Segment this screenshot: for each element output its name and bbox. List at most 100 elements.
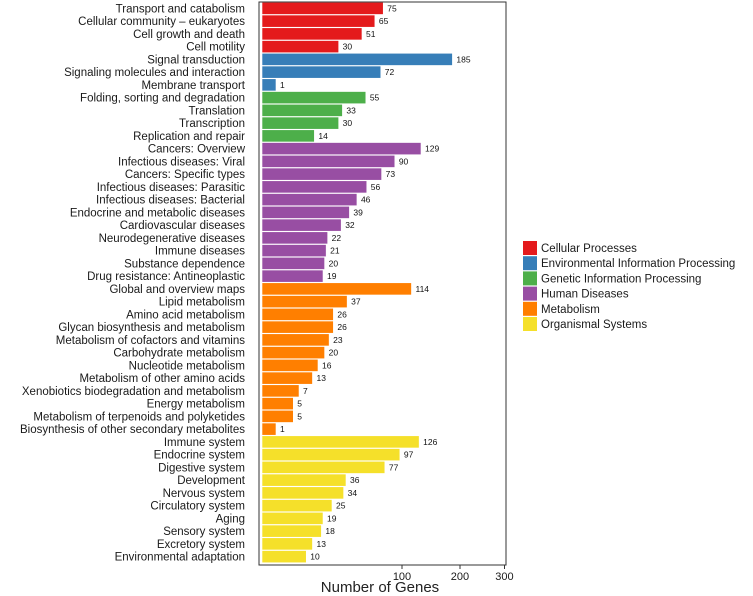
category-label-neurodegenerative-diseases: Neurodegenerative diseases: [99, 233, 246, 245]
bar-neurodegenerative-diseases: [261, 231, 328, 245]
bar-transcription: [261, 116, 339, 130]
category-label-cell-motility: Cell motility: [186, 42, 245, 54]
category-label-development: Development: [177, 475, 246, 487]
bar-cardiovascular-diseases: [261, 218, 342, 232]
bar-infectious-diseases-parasitic: [261, 180, 368, 194]
category-label-nucleotide-metabolism: Nucleotide metabolism: [129, 360, 245, 372]
category-label-global-and-overview-maps: Global and overview maps: [109, 284, 245, 296]
bar-digestive-system: [261, 460, 386, 474]
legend-label-genetic-information-processing: Genetic Information Processing: [541, 273, 701, 285]
value-label-aging: 19: [327, 513, 337, 523]
bar-xenobiotics-biodegradation-and-metabolism: [261, 384, 300, 398]
value-label-signaling-molecules-and-interaction: 72: [385, 67, 395, 77]
category-label-nervous-system: Nervous system: [163, 488, 245, 500]
category-label-transport-and-catabolism: Transport and catabolism: [116, 3, 245, 15]
bar-immune-system: [261, 435, 420, 449]
bar-aging: [261, 511, 324, 525]
value-labels: 7565513018572155333014129907356463932222…: [280, 3, 471, 561]
bar-replication-and-repair: [261, 129, 315, 143]
category-label-infectious-diseases-bacterial: Infectious diseases: Bacterial: [96, 195, 245, 207]
bar-amino-acid-metabolism: [261, 307, 334, 321]
value-label-transport-and-catabolism: 75: [387, 3, 397, 13]
category-label-signaling-molecules-and-interaction: Signaling molecules and interaction: [64, 67, 245, 79]
category-label-signal-transduction: Signal transduction: [147, 54, 245, 66]
value-label-infectious-diseases-parasitic: 56: [371, 182, 381, 192]
bar-circulatory-system: [261, 499, 333, 513]
category-label-infectious-diseases-parasitic: Infectious diseases: Parasitic: [97, 182, 246, 194]
value-label-translation: 33: [346, 105, 356, 115]
value-label-infectious-diseases-viral: 90: [399, 156, 409, 166]
category-label-membrane-transport: Membrane transport: [141, 80, 245, 92]
value-label-excretory-system: 13: [316, 539, 326, 549]
bar-drug-resistance-antineoplastic: [261, 269, 324, 283]
bar-cellular-community-eukaryotes: [261, 14, 376, 28]
value-label-sensory-system: 18: [325, 526, 335, 536]
bar-substance-dependence: [261, 256, 325, 270]
bar-cancers-overview: [261, 142, 422, 156]
value-label-lipid-metabolism: 37: [351, 297, 361, 307]
bar-infectious-diseases-bacterial: [261, 193, 358, 207]
x-tick-label-300: 300: [495, 571, 513, 583]
category-label-sensory-system: Sensory system: [163, 526, 245, 538]
bar-global-and-overview-maps: [261, 282, 412, 296]
category-label-cardiovascular-diseases: Cardiovascular diseases: [120, 220, 246, 232]
category-label-replication-and-repair: Replication and repair: [133, 131, 245, 143]
x-tick-label-200: 200: [451, 571, 469, 583]
value-label-global-and-overview-maps: 114: [415, 284, 429, 294]
category-label-folding-sorting-and-degradation: Folding, sorting and degradation: [80, 93, 245, 105]
value-label-immune-system: 126: [423, 437, 437, 447]
legend-label-organismal-systems: Organismal Systems: [541, 319, 647, 331]
legend-label-environmental-information-processing: Environmental Information Processing: [541, 258, 735, 270]
bar-membrane-transport: [261, 78, 277, 92]
bar-immune-diseases: [261, 244, 327, 258]
bar-excretory-system: [261, 537, 313, 551]
bar-metabolism-of-terpenoids-and-polyketides: [261, 409, 294, 423]
bar-glycan-biosynthesis-and-metabolism: [261, 320, 334, 334]
legend-swatch-metabolism: [523, 301, 537, 316]
value-label-transcription: 30: [343, 118, 353, 128]
legend-swatch-cellular-processes: [523, 241, 537, 255]
category-label-glycan-biosynthesis-and-metabolism: Glycan biosynthesis and metabolism: [58, 322, 245, 334]
bar-carbohydrate-metabolism: [261, 346, 325, 360]
bar-development: [261, 473, 347, 487]
value-label-replication-and-repair: 14: [318, 131, 328, 141]
category-label-digestive-system: Digestive system: [158, 462, 245, 474]
value-label-endocrine-and-metabolic-diseases: 39: [353, 207, 363, 217]
value-label-metabolism-of-cofactors-and-vitamins: 23: [333, 335, 343, 345]
category-label-metabolism-of-terpenoids-and-polyketides: Metabolism of terpenoids and polyketides: [33, 411, 245, 423]
legend-swatch-human-diseases: [523, 286, 537, 301]
legend-label-metabolism: Metabolism: [541, 304, 600, 316]
value-label-nervous-system: 34: [348, 488, 358, 498]
value-label-immune-diseases: 21: [330, 246, 340, 256]
bar-transport-and-catabolism: [261, 1, 384, 15]
value-label-cancers-overview: 129: [425, 144, 439, 154]
value-label-environmental-adaptation: 10: [310, 552, 320, 562]
bar-signal-transduction: [261, 52, 453, 66]
value-label-signal-transduction: 185: [456, 54, 470, 64]
value-label-circulatory-system: 25: [336, 501, 346, 511]
bar-nervous-system: [261, 486, 344, 500]
bar-environmental-adaptation: [261, 550, 307, 564]
bar-metabolism-of-cofactors-and-vitamins: [261, 333, 330, 347]
legend-label-cellular-processes: Cellular Processes: [541, 243, 637, 255]
value-label-folding-sorting-and-degradation: 55: [370, 93, 380, 103]
value-label-nucleotide-metabolism: 16: [322, 360, 332, 370]
value-label-cell-motility: 30: [343, 42, 353, 52]
category-label-cellular-community-eukaryotes: Cellular community – eukaryotes: [78, 16, 245, 28]
category-label-biosynthesis-of-other-secondary-metabolites: Biosynthesis of other secondary metaboli…: [20, 424, 245, 436]
legend-swatch-genetic-information-processing: [523, 271, 537, 286]
plot-panel-border: [258, 1, 507, 566]
value-label-metabolism-of-terpenoids-and-polyketides: 5: [297, 411, 302, 421]
category-label-excretory-system: Excretory system: [157, 539, 245, 551]
category-label-carbohydrate-metabolism: Carbohydrate metabolism: [113, 348, 245, 360]
x-tick-label-100: 100: [393, 571, 411, 583]
category-label-infectious-diseases-viral: Infectious diseases: Viral: [118, 156, 245, 168]
category-label-cancers-overview: Cancers: Overview: [148, 144, 246, 156]
value-label-cell-growth-and-death: 51: [366, 29, 376, 39]
category-label-circulatory-system: Circulatory system: [150, 501, 245, 513]
value-label-carbohydrate-metabolism: 20: [329, 348, 339, 358]
legend-swatch-environmental-information-processing: [523, 256, 537, 271]
